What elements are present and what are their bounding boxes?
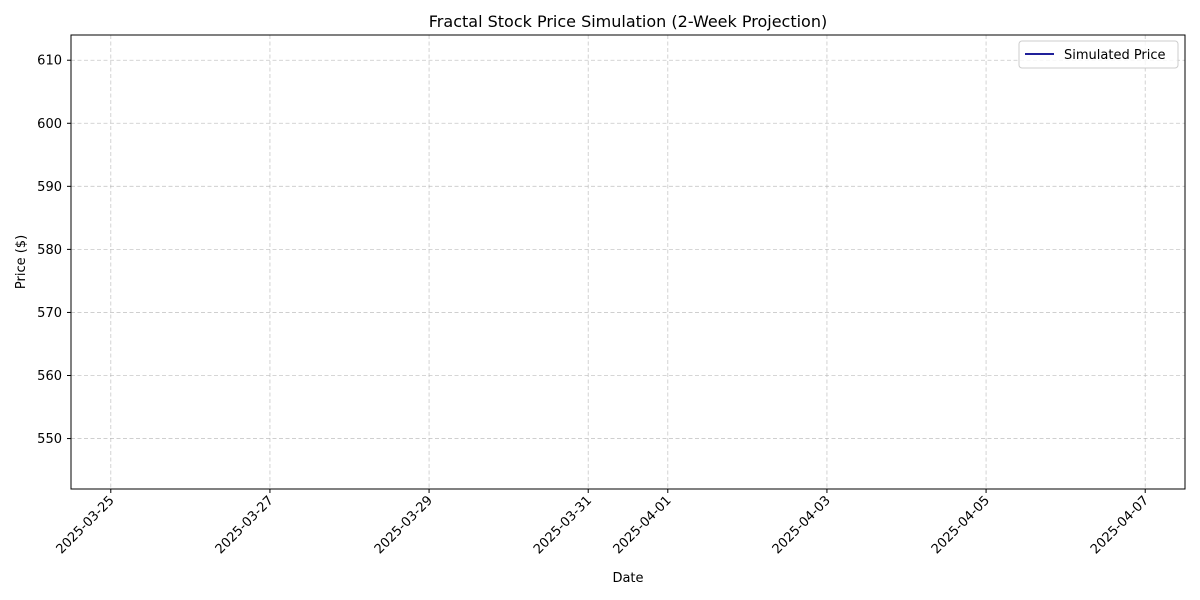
y-tick-label: 560 — [37, 369, 62, 384]
y-tick-label: 610 — [37, 54, 62, 69]
plot-frame — [70, 34, 1186, 490]
legend-frame — [1018, 40, 1179, 69]
grid — [71, 35, 1185, 489]
chart-title: Fractal Stock Price Simulation (2-Week P… — [429, 12, 827, 31]
legend-label: Simulated Price — [1064, 48, 1166, 63]
x-axis-label: Date — [612, 571, 643, 586]
y-tick-label: 600 — [37, 117, 62, 132]
y-axis-label: Price ($) — [14, 235, 29, 289]
y-tick-label: 550 — [37, 432, 62, 447]
y-tick-label: 590 — [37, 180, 62, 195]
y-axis: 550 560 570 580 590 600 610 — [37, 54, 71, 447]
y-tick-label: 580 — [37, 243, 62, 258]
legend: Simulated Price — [1018, 40, 1179, 69]
y-tick-label: 570 — [37, 306, 62, 321]
